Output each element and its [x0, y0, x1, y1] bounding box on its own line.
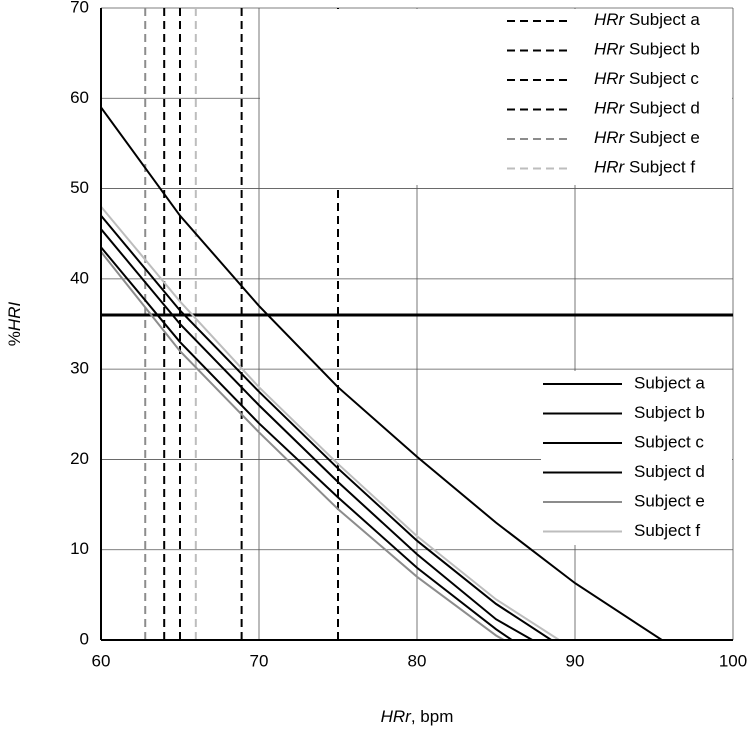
series-line — [100, 205, 560, 641]
legend-label: Subject b — [634, 403, 705, 422]
series-line — [100, 246, 513, 641]
x-tick-label: 70 — [250, 651, 269, 670]
legend-label: Subject f — [634, 521, 700, 540]
legend-label: HRr Subject f — [594, 158, 695, 177]
legend-label-prefix: HRr — [594, 99, 626, 118]
legend-label-name: Subject b — [629, 40, 700, 59]
x-axis-title-rest: , bpm — [411, 707, 454, 726]
y-axis-title: %HRI — [5, 302, 24, 347]
legend-label: Subject d — [634, 462, 705, 481]
legend-label-name: Subject a — [629, 10, 700, 29]
legend-label: HRr Subject d — [594, 99, 700, 118]
legend-label-prefix: HRr — [594, 158, 626, 177]
legend-label-name: Subject f — [629, 158, 695, 177]
y-tick-label: 20 — [70, 449, 89, 468]
legend-label-prefix: HRr — [594, 69, 626, 88]
y-tick-label: 0 — [80, 629, 89, 648]
y-tick-label: 40 — [70, 268, 89, 287]
legend-label: HRr Subject b — [594, 40, 700, 59]
series-line — [100, 251, 505, 641]
legend-label-prefix: HRr — [594, 40, 626, 59]
series-line — [100, 215, 552, 641]
legend-label-name: Subject d — [629, 99, 700, 118]
x-axis-title: HRr, bpm — [381, 707, 454, 726]
legend-label-prefix: HRr — [594, 128, 626, 147]
legend-label: Subject c — [634, 432, 704, 451]
y-axis-title-italic: HRI — [5, 302, 24, 332]
legend-label-name: Subject c — [629, 69, 699, 88]
legend-label-prefix: HRr — [594, 10, 626, 29]
legend-label: Subject e — [634, 491, 705, 510]
legend-label: HRr Subject a — [594, 10, 700, 29]
y-axis-title-prefix: % — [5, 331, 24, 346]
x-axis-title-italic: HRr — [381, 707, 413, 726]
y-tick-label: 10 — [70, 539, 89, 558]
x-tick-label: 60 — [92, 651, 111, 670]
x-tick-label: 90 — [566, 651, 585, 670]
legend-label-name: Subject e — [629, 128, 700, 147]
y-tick-label: 60 — [70, 88, 89, 107]
x-tick-label: 100 — [719, 651, 747, 670]
series-line — [100, 106, 663, 641]
series-line — [100, 228, 533, 641]
legend-background — [541, 371, 732, 545]
y-tick-label: 70 — [70, 0, 89, 16]
y-tick-label: 50 — [70, 178, 89, 197]
legend-background — [260, 9, 732, 185]
y-tick-label: 30 — [70, 359, 89, 378]
x-tick-label: 80 — [408, 651, 427, 670]
legend-label: HRr Subject e — [594, 128, 700, 147]
legend-label: HRr Subject c — [594, 69, 699, 88]
legend-label: Subject a — [634, 373, 705, 392]
